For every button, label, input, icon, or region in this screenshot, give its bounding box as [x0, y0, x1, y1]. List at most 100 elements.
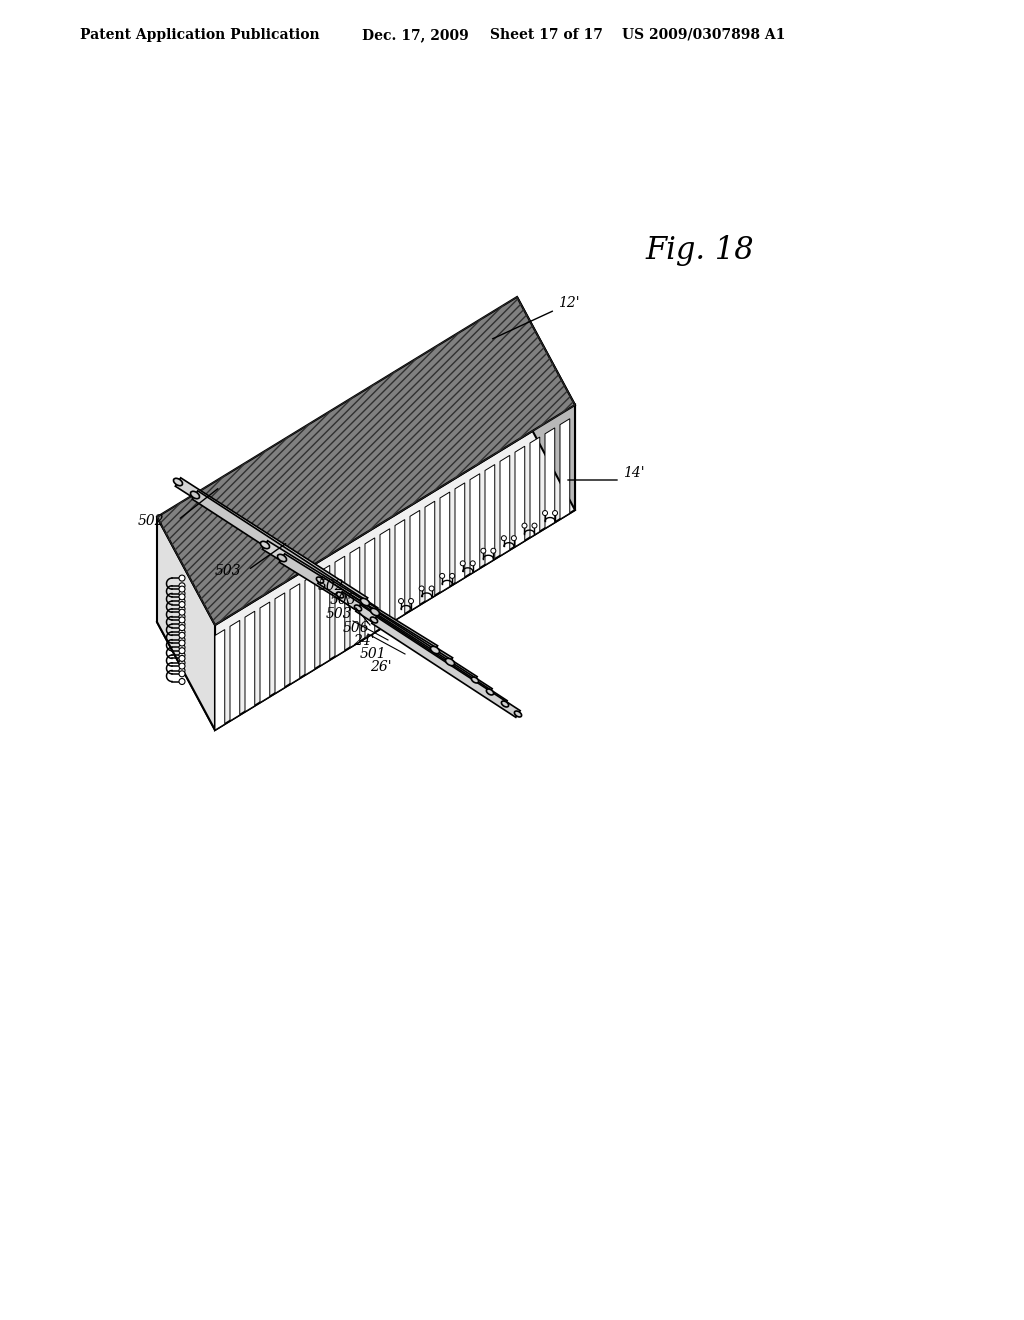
Circle shape [179, 648, 185, 653]
Polygon shape [515, 446, 524, 546]
Polygon shape [440, 492, 450, 593]
Ellipse shape [360, 598, 370, 606]
Circle shape [481, 548, 485, 553]
Polygon shape [335, 556, 345, 656]
Circle shape [179, 644, 185, 651]
Text: 26': 26' [370, 660, 391, 675]
Polygon shape [338, 591, 493, 696]
Circle shape [179, 586, 185, 593]
Polygon shape [260, 602, 269, 702]
Circle shape [179, 632, 185, 639]
Polygon shape [319, 565, 330, 665]
Text: 505: 505 [330, 593, 356, 607]
Circle shape [179, 606, 185, 612]
Polygon shape [425, 502, 435, 602]
Circle shape [179, 671, 185, 677]
Circle shape [179, 594, 185, 599]
Polygon shape [350, 546, 359, 648]
Circle shape [179, 624, 185, 631]
Text: 502: 502 [138, 513, 165, 528]
Circle shape [553, 511, 557, 516]
Polygon shape [175, 478, 368, 606]
Polygon shape [485, 465, 495, 565]
Ellipse shape [471, 677, 478, 682]
Polygon shape [317, 577, 477, 684]
Polygon shape [395, 520, 404, 620]
Polygon shape [410, 511, 420, 611]
Polygon shape [275, 593, 285, 693]
Ellipse shape [486, 689, 494, 694]
Ellipse shape [371, 616, 378, 623]
Circle shape [179, 660, 185, 665]
Ellipse shape [190, 491, 200, 499]
Circle shape [179, 590, 185, 597]
Text: 503: 503 [215, 564, 242, 578]
Circle shape [179, 602, 185, 607]
Polygon shape [372, 616, 520, 717]
Polygon shape [157, 403, 575, 730]
Polygon shape [245, 611, 255, 711]
Circle shape [522, 523, 527, 528]
Circle shape [179, 652, 185, 659]
Ellipse shape [502, 701, 509, 708]
Ellipse shape [173, 478, 182, 486]
Text: 14': 14' [623, 466, 645, 480]
Text: Dec. 17, 2009: Dec. 17, 2009 [362, 28, 469, 42]
Polygon shape [517, 297, 575, 510]
Circle shape [502, 536, 507, 541]
Ellipse shape [514, 711, 521, 717]
Polygon shape [193, 491, 378, 616]
Circle shape [179, 678, 185, 685]
Ellipse shape [337, 593, 344, 598]
Circle shape [179, 640, 185, 645]
Circle shape [179, 668, 185, 673]
Circle shape [179, 576, 185, 581]
Polygon shape [230, 620, 240, 721]
Polygon shape [290, 583, 300, 684]
Polygon shape [500, 455, 510, 556]
Circle shape [419, 586, 424, 591]
Polygon shape [365, 537, 375, 639]
Polygon shape [157, 517, 215, 730]
Circle shape [179, 622, 185, 627]
Text: 24': 24' [353, 634, 375, 648]
Text: 502: 502 [318, 579, 345, 593]
Polygon shape [355, 605, 507, 708]
Circle shape [532, 523, 537, 528]
Circle shape [179, 583, 185, 589]
Polygon shape [530, 437, 540, 537]
Circle shape [511, 536, 516, 541]
Circle shape [179, 614, 185, 619]
Text: Fig. 18: Fig. 18 [646, 235, 755, 265]
Polygon shape [215, 630, 224, 730]
Circle shape [543, 511, 548, 516]
Circle shape [179, 598, 185, 605]
Text: US 2009/0307898 A1: US 2009/0307898 A1 [622, 28, 785, 42]
Circle shape [398, 598, 403, 603]
Circle shape [429, 586, 434, 591]
Ellipse shape [260, 541, 269, 549]
Ellipse shape [430, 647, 439, 653]
Text: 506: 506 [343, 620, 370, 635]
Circle shape [179, 610, 185, 615]
Ellipse shape [445, 659, 455, 665]
Ellipse shape [354, 605, 361, 611]
Polygon shape [262, 541, 437, 655]
Circle shape [179, 636, 185, 643]
Text: 12': 12' [558, 296, 580, 310]
Circle shape [490, 548, 496, 553]
Polygon shape [305, 574, 314, 675]
Polygon shape [455, 483, 465, 583]
Polygon shape [560, 418, 569, 519]
Circle shape [179, 663, 185, 669]
Polygon shape [470, 474, 480, 574]
Ellipse shape [316, 577, 324, 583]
Circle shape [179, 630, 185, 635]
Circle shape [409, 598, 414, 603]
Circle shape [460, 561, 465, 566]
Ellipse shape [278, 554, 287, 562]
Ellipse shape [371, 609, 380, 615]
Text: Sheet 17 of 17: Sheet 17 of 17 [490, 28, 603, 42]
Polygon shape [215, 405, 575, 730]
Text: 503: 503 [326, 607, 352, 620]
